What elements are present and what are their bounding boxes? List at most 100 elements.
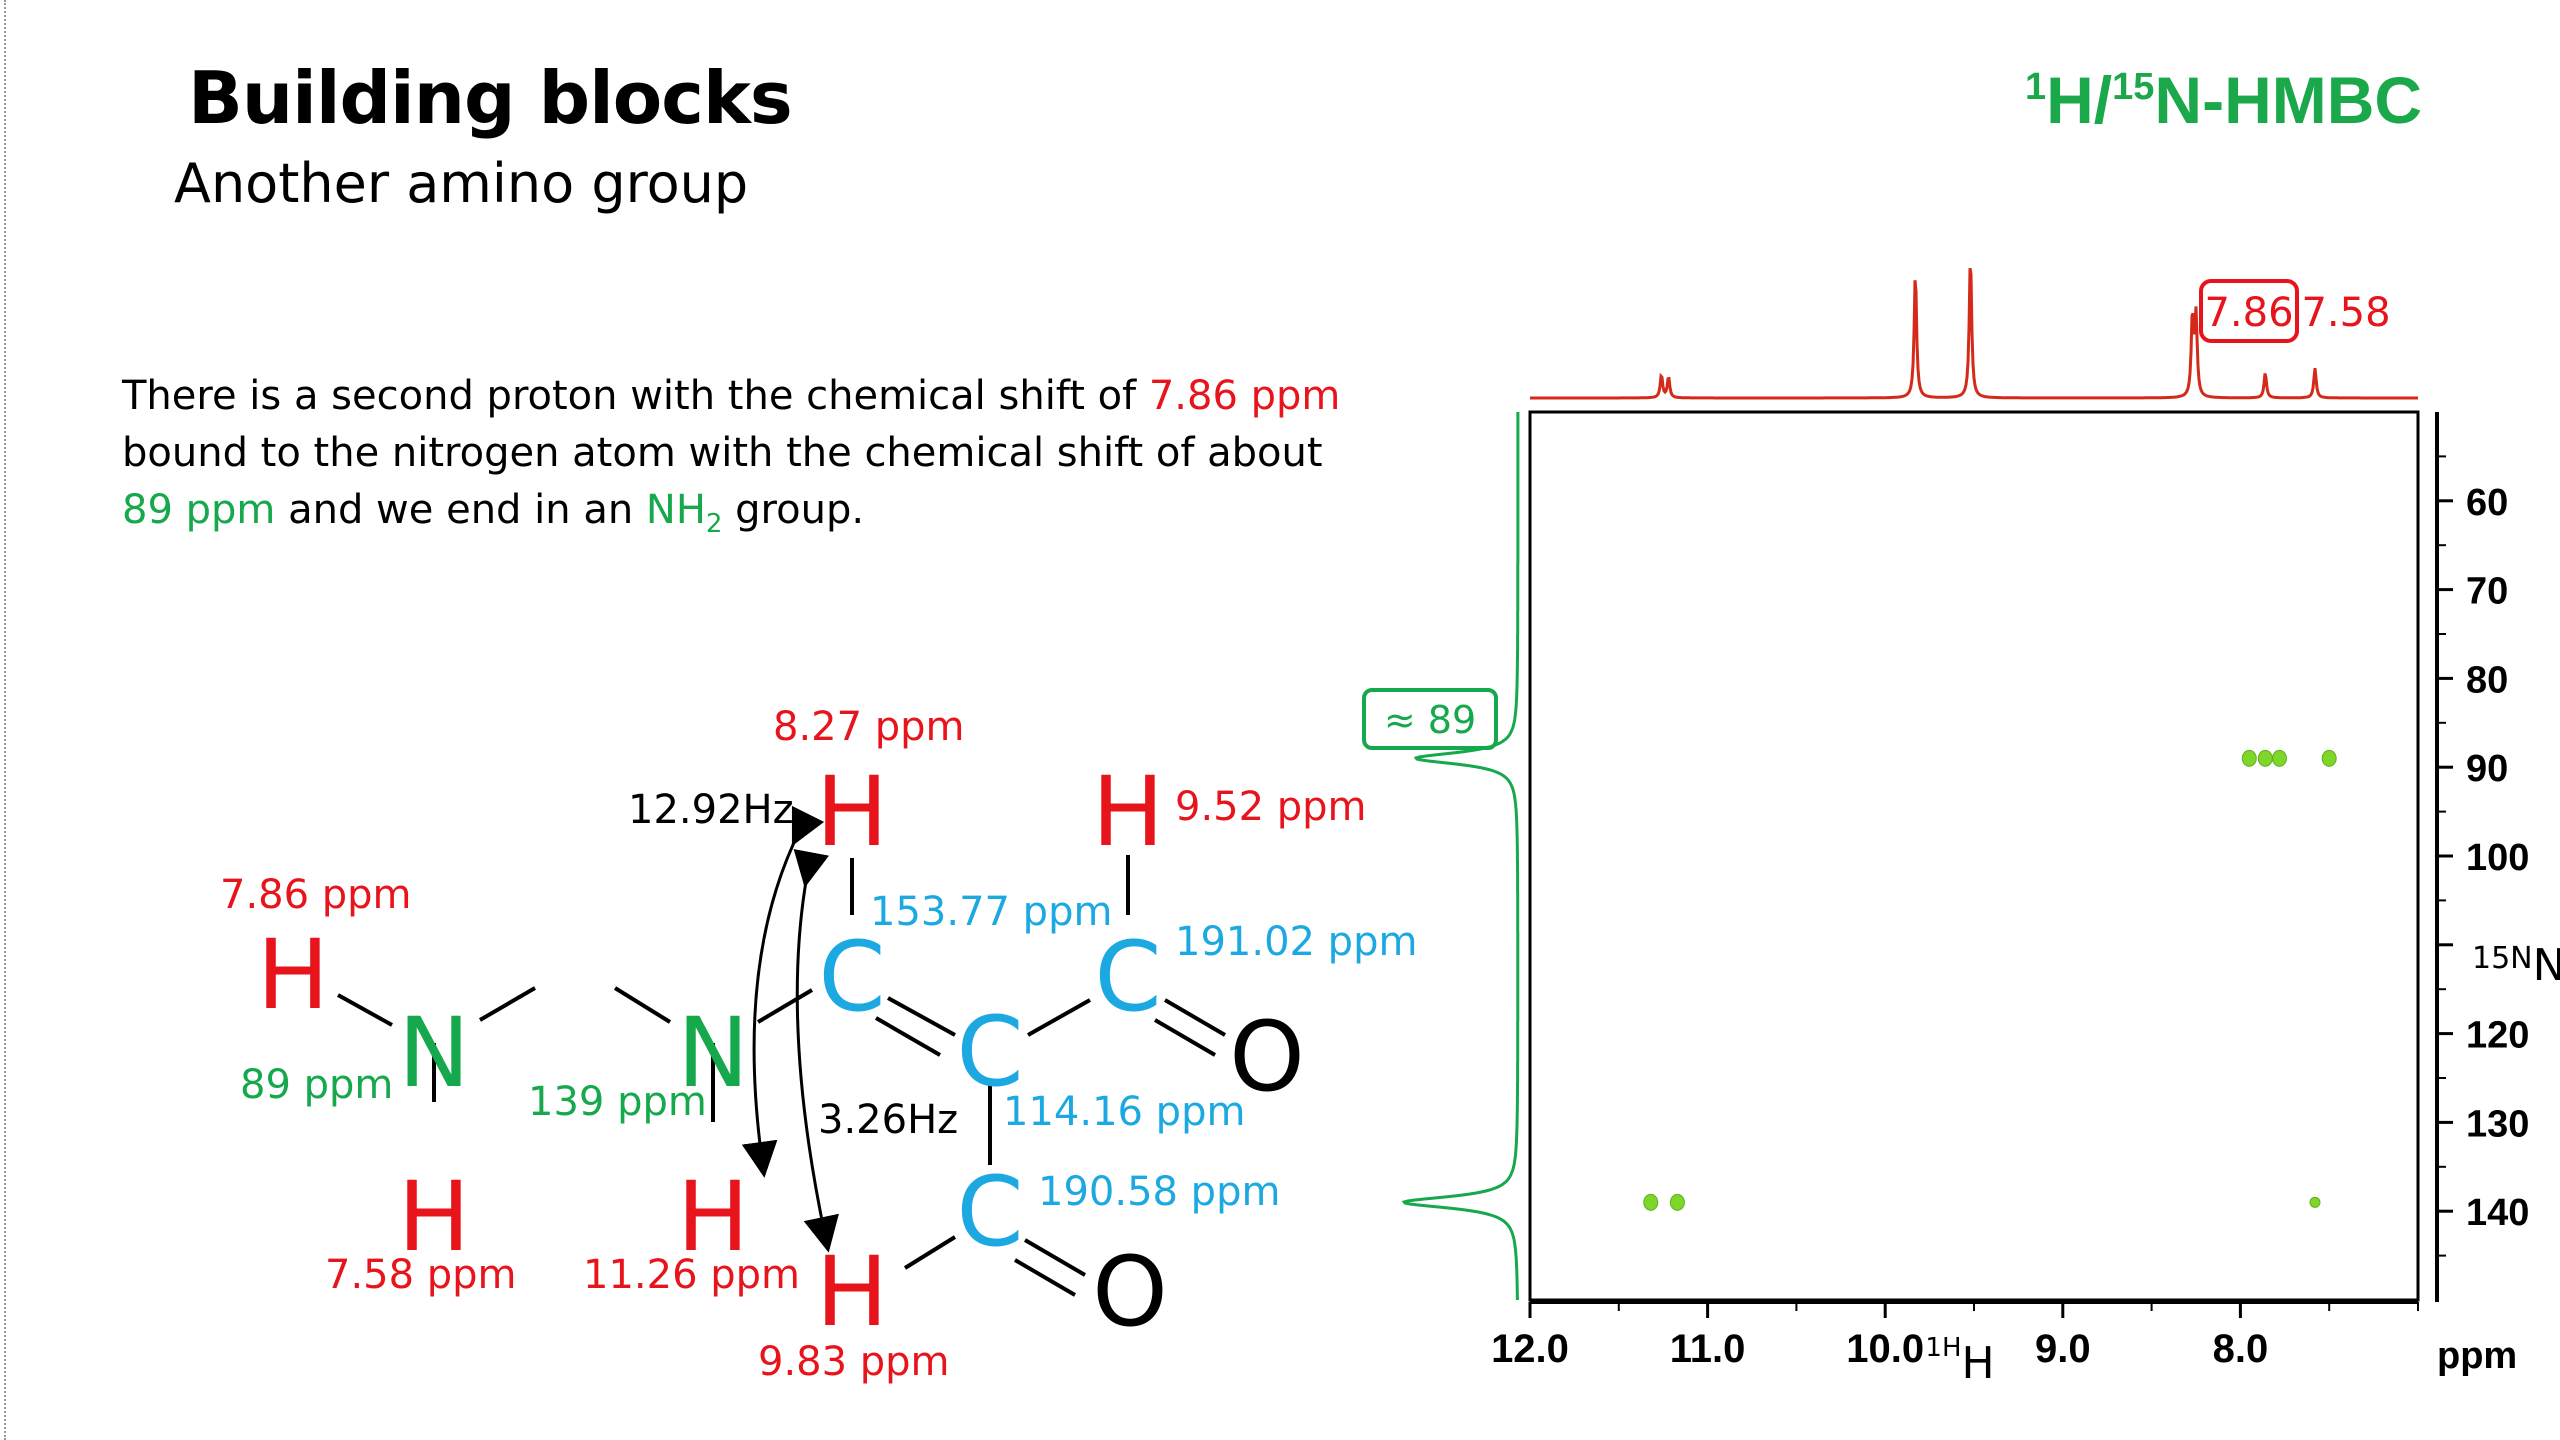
- atom-o1: O: [1229, 1001, 1305, 1113]
- paragraph-group-text: NH: [645, 487, 706, 533]
- cross-peak: [1669, 1193, 1685, 1211]
- label-c-11416: 114.16 ppm: [1003, 1089, 1245, 1135]
- atom-n2: N: [677, 997, 749, 1109]
- label-h-952: 9.52 ppm: [1175, 784, 1367, 830]
- bond-c4-h6: [903, 1235, 957, 1270]
- label-h-1126: 11.26 ppm: [583, 1252, 800, 1298]
- x-ticks: 12.0 11.0 10.0 9.0 8.0: [1491, 1302, 2419, 1371]
- label-coupling-1292: 12.92Hz: [628, 787, 794, 833]
- atom-n1: N: [398, 997, 470, 1109]
- label-c-19058: 190.58 ppm: [1038, 1169, 1280, 1215]
- paragraph-part2: bound to the nitrogen atom with the chem…: [122, 430, 1323, 476]
- y-axis-label-nucleus: N: [2533, 940, 2560, 991]
- coupling-arrow-2: [793, 849, 839, 1253]
- bond-c3-o1-b: [1153, 1018, 1217, 1057]
- paragraph-shift-n: 89 ppm: [122, 487, 276, 533]
- atom-h2: H: [398, 1161, 470, 1273]
- bond-c4-o2-b: [1013, 1258, 1077, 1297]
- label-n-139: 139 ppm: [528, 1079, 707, 1125]
- bond-c4-o2-a: [1023, 1238, 1087, 1277]
- paragraph-part3: and we end in an: [275, 487, 646, 533]
- atom-h4: H: [816, 756, 888, 868]
- annotation-89: ≈ 89: [1384, 698, 1476, 742]
- atom-o2: O: [1092, 1236, 1168, 1348]
- slide-subtitle: Another amino group: [174, 152, 749, 215]
- atom-c1: C: [818, 921, 885, 1033]
- atoms: H N H N H C H C C H O C O H: [257, 756, 1305, 1348]
- atom-h5: H: [1092, 756, 1164, 868]
- y-tick-label: 120: [2466, 1015, 2529, 1057]
- x-axis-label: 1HH: [1925, 1333, 1994, 1389]
- explanation-paragraph: There is a second proton with the chemic…: [122, 368, 1382, 553]
- paragraph-part4: group.: [722, 487, 865, 533]
- x-axis-label-nucleus: H: [1962, 1338, 1995, 1389]
- spectrum-title-iso1: 1: [2025, 66, 2047, 108]
- label-c-19102: 191.02 ppm: [1175, 919, 1417, 965]
- bond-h1-n1: [337, 993, 393, 1027]
- cross-peak: [2309, 1196, 2321, 1208]
- label-h-786: 7.86 ppm: [220, 872, 412, 918]
- coupling-arrows: [741, 805, 839, 1253]
- h-projection: [1530, 267, 2418, 400]
- atom-c4: C: [956, 1156, 1023, 1268]
- y-ticks: 60 70 80 90 100 120 130 140: [2437, 455, 2529, 1257]
- bond-c1-c2-a: [887, 996, 956, 1037]
- boxed-h-annotation-frame: [2199, 279, 2299, 343]
- y-tick-label: 60: [2466, 482, 2508, 524]
- label-h-983: 9.83 ppm: [758, 1339, 950, 1385]
- paragraph-shift-h: 7.86 ppm: [1148, 373, 1341, 419]
- spectrum-title-nuc1: H/: [2046, 63, 2113, 137]
- x-tick-label: 8.0: [2213, 1327, 2269, 1371]
- spectrum-title-nuc2: N-HMBC: [2154, 63, 2423, 137]
- annotation-786: 7.86: [2204, 290, 2293, 336]
- x-tick-label: 12.0: [1491, 1327, 1569, 1371]
- cross-peak: [2257, 749, 2273, 767]
- cross-peak: [2241, 749, 2257, 767]
- slide-border: [4, 0, 6, 1440]
- bond-c2-c3: [1027, 998, 1091, 1037]
- x-tick-label: 9.0: [2035, 1327, 2091, 1371]
- shift-labels: 7.86 ppm 89 ppm 7.58 ppm 139 ppm 11.26 p…: [220, 704, 1417, 1385]
- slide-title: Building blocks: [188, 56, 793, 140]
- atom-h1: H: [257, 919, 329, 1031]
- coupling-arrow-1: [741, 805, 825, 1178]
- y-tick-label: 130: [2466, 1103, 2529, 1145]
- annotation-758: 7.58: [2301, 290, 2390, 336]
- y-tick-label: 70: [2466, 571, 2508, 613]
- h-projection-trace: [1530, 267, 2418, 400]
- label-n-89: 89 ppm: [240, 1062, 393, 1108]
- spectrum-title: 1H/15N-HMBC: [2025, 62, 2422, 138]
- atom-c3: C: [1094, 921, 1161, 1033]
- paragraph-group-sub: 2: [705, 509, 723, 539]
- bond-c1-c2-b: [874, 1016, 942, 1057]
- plot-frame: [1528, 410, 2439, 1304]
- label-h-827: 8.27 ppm: [773, 704, 965, 750]
- x-axis-unit: ppm: [2437, 1335, 2517, 1377]
- label-c-15377: 153.77 ppm: [870, 889, 1112, 935]
- paragraph-group: NH2: [645, 487, 723, 539]
- bond-ch2-n2: [613, 986, 672, 1024]
- label-h-758: 7.58 ppm: [325, 1252, 517, 1298]
- bond-n1-ch2: [478, 986, 537, 1022]
- y-tick-label: 90: [2466, 748, 2508, 790]
- n-projection-trace: [1401, 412, 1520, 1300]
- x-tick-label: 11.0: [1670, 1327, 1746, 1371]
- y-axis-label: 15NN: [2472, 940, 2560, 991]
- plot-border: [1528, 410, 2420, 1302]
- y-tick-label: 140: [2466, 1192, 2529, 1234]
- cross-peak: [2321, 749, 2337, 767]
- label-coupling-326: 3.26Hz: [818, 1097, 958, 1143]
- cross-peak: [2271, 749, 2287, 767]
- bond-c3-o1-a: [1163, 998, 1227, 1037]
- cross-peaks: [1643, 749, 2337, 1211]
- spectrum-title-iso2: 15: [2112, 66, 2155, 108]
- boxed-n-annotation-frame: [1362, 688, 1498, 750]
- x-tick-label: 10.0: [1846, 1327, 1924, 1371]
- y-tick-label: 80: [2466, 659, 2508, 701]
- atom-h6: H: [816, 1236, 888, 1348]
- paragraph-part1: There is a second proton with the chemic…: [122, 373, 1149, 419]
- atom-c2: C: [956, 996, 1023, 1108]
